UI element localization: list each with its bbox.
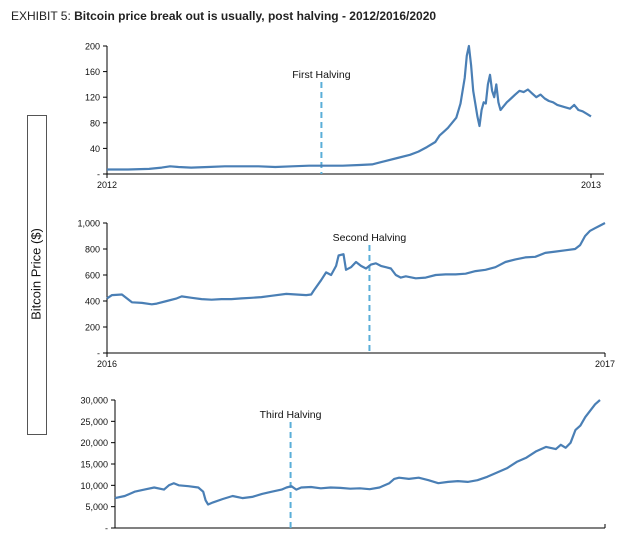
exhibit-label: EXHIBIT 5: <box>11 9 75 23</box>
x-tick-label: 2012 <box>97 180 117 190</box>
y-tick-label: - <box>97 349 100 359</box>
y-tick-label: 120 <box>85 93 100 103</box>
y-tick-label: 1,000 <box>77 219 100 229</box>
y-tick-label: 25,000 <box>80 417 108 427</box>
series-line <box>114 399 601 506</box>
chart-title: Bitcoin price break out is usually, post… <box>74 9 437 23</box>
y-axis-title-box <box>27 115 47 435</box>
halving-label: Second Halving <box>333 232 407 244</box>
y-tick-label: 400 <box>85 297 100 307</box>
y-tick-label: 80 <box>90 118 100 128</box>
x-tick-label: 2013 <box>581 180 601 190</box>
y-tick-label: 5,000 <box>85 502 108 512</box>
y-tick-label: 40 <box>90 144 100 154</box>
series-line <box>107 44 592 171</box>
y-tick-label: 200 <box>85 323 100 333</box>
y-tick-label: 30,000 <box>80 396 108 406</box>
x-tick-label: 2017 <box>595 359 615 369</box>
y-tick-label: 10,000 <box>80 481 108 491</box>
exhibit-title: EXHIBIT 5: Bitcoin price break out is us… <box>11 9 436 23</box>
x-tick-label: 2016 <box>97 359 117 369</box>
y-tick-label: - <box>105 524 108 533</box>
y-tick-label: 200 <box>85 42 100 52</box>
y-tick-label: 20,000 <box>80 438 108 448</box>
series-line <box>106 222 606 306</box>
y-tick-label: 160 <box>85 67 100 77</box>
y-tick-label: 15,000 <box>80 460 108 470</box>
halving-label: Third Halving <box>260 409 322 421</box>
halving-label: First Halving <box>292 69 351 81</box>
y-tick-label: 800 <box>85 245 100 255</box>
y-tick-label: - <box>97 170 100 180</box>
y-tick-label: 600 <box>85 271 100 281</box>
